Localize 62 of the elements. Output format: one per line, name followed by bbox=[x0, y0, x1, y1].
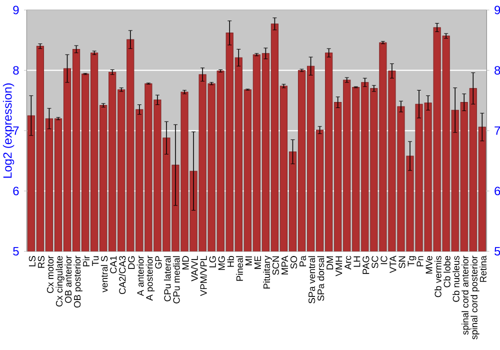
x-tick-label: Pituitary bbox=[263, 256, 272, 289]
x-tick-label: GP bbox=[155, 256, 162, 269]
x-tick-label: MD bbox=[182, 256, 189, 270]
x-tick-label: RS bbox=[38, 256, 45, 268]
x-tick-label: Cx cingulate bbox=[56, 256, 64, 306]
x-tick-label: VMH bbox=[336, 256, 342, 276]
x-tick-label: SO bbox=[290, 256, 298, 269]
x-tick-label: Tu bbox=[92, 256, 99, 266]
x-tick-label: DM bbox=[326, 256, 334, 270]
x-tick-label: spinal cord anterior bbox=[462, 256, 470, 335]
x-tick-label: OB anterior bbox=[64, 256, 72, 303]
x-tick-label: LH bbox=[354, 256, 360, 267]
x-tick-label: ventral S bbox=[100, 256, 108, 292]
x-tick-label: SCN bbox=[272, 256, 280, 275]
y-tick-label: 8 bbox=[13, 66, 19, 75]
x-tick-label: Pir bbox=[82, 256, 90, 266]
x-tick-label: MVe bbox=[426, 256, 432, 274]
x-tick-label: SPa ventral bbox=[308, 256, 316, 304]
x-tick-label: CA2/CA3 bbox=[118, 256, 126, 294]
x-tick-label: Pineal bbox=[236, 256, 243, 281]
y2-tick-label: 6 bbox=[494, 186, 500, 196]
x-tick-label: MPA bbox=[282, 256, 288, 274]
x-tick-label: A posterior bbox=[146, 256, 155, 301]
x-tick-label: spinal cord posterior bbox=[470, 256, 480, 340]
x-tick-label: MG bbox=[218, 256, 225, 270]
y2-tick-label: 9 bbox=[494, 6, 500, 14]
x-tick-label: Cx motor bbox=[46, 256, 54, 293]
x-tick-label: SN bbox=[398, 256, 406, 268]
x-tick-label: DG bbox=[128, 256, 135, 269]
y-tick-label: 5 bbox=[13, 247, 19, 256]
x-tick-label: Pa bbox=[300, 256, 306, 266]
x-tick-label: PAG bbox=[362, 256, 370, 274]
x-tick-label: Retina bbox=[480, 256, 486, 282]
x-tick-label: CA1 bbox=[110, 256, 117, 274]
x-tick-label: CPu lateral bbox=[164, 256, 171, 302]
x-tick-label: VTA bbox=[390, 256, 396, 274]
y2-tick-label: 8 bbox=[494, 66, 500, 75]
y2-tick-label: 5 bbox=[494, 247, 500, 256]
x-tick-label: Cb vermis bbox=[434, 256, 442, 298]
x-tick-label: SC bbox=[372, 256, 378, 268]
x-tick-label: A anterior bbox=[136, 256, 144, 296]
y-tick-label: 9 bbox=[13, 6, 19, 14]
x-tick-label: MI bbox=[245, 256, 252, 266]
y2-tick-label: 7 bbox=[494, 126, 500, 135]
x-tick-label: ME bbox=[254, 256, 261, 269]
y-axis-title: Log2 (expression) bbox=[2, 83, 14, 178]
x-tick-label: Cb lobe bbox=[444, 256, 450, 288]
y-tick-label: 6 bbox=[13, 186, 19, 196]
x-tick-label: CPu medial bbox=[172, 256, 180, 304]
x-tick-label: LG bbox=[209, 256, 216, 268]
x-tick-label: Arc bbox=[344, 256, 352, 270]
x-tick-label: VPM/VPL bbox=[200, 256, 207, 296]
x-tick-label: SPa dorsal bbox=[317, 256, 324, 301]
x-tick-label: Hb bbox=[227, 256, 234, 267]
x-tick-label: OB posterior bbox=[74, 256, 82, 308]
x-tick-label: Cb nucleus bbox=[452, 256, 460, 302]
x-tick-label: Tg bbox=[408, 256, 416, 266]
x-tick-label: VA/VL bbox=[191, 256, 198, 282]
y-tick-label: 7 bbox=[13, 126, 19, 135]
x-tick-label: Pn bbox=[416, 256, 424, 266]
x-tick-label: LS bbox=[28, 256, 36, 266]
x-tick-label: IC bbox=[380, 256, 388, 264]
